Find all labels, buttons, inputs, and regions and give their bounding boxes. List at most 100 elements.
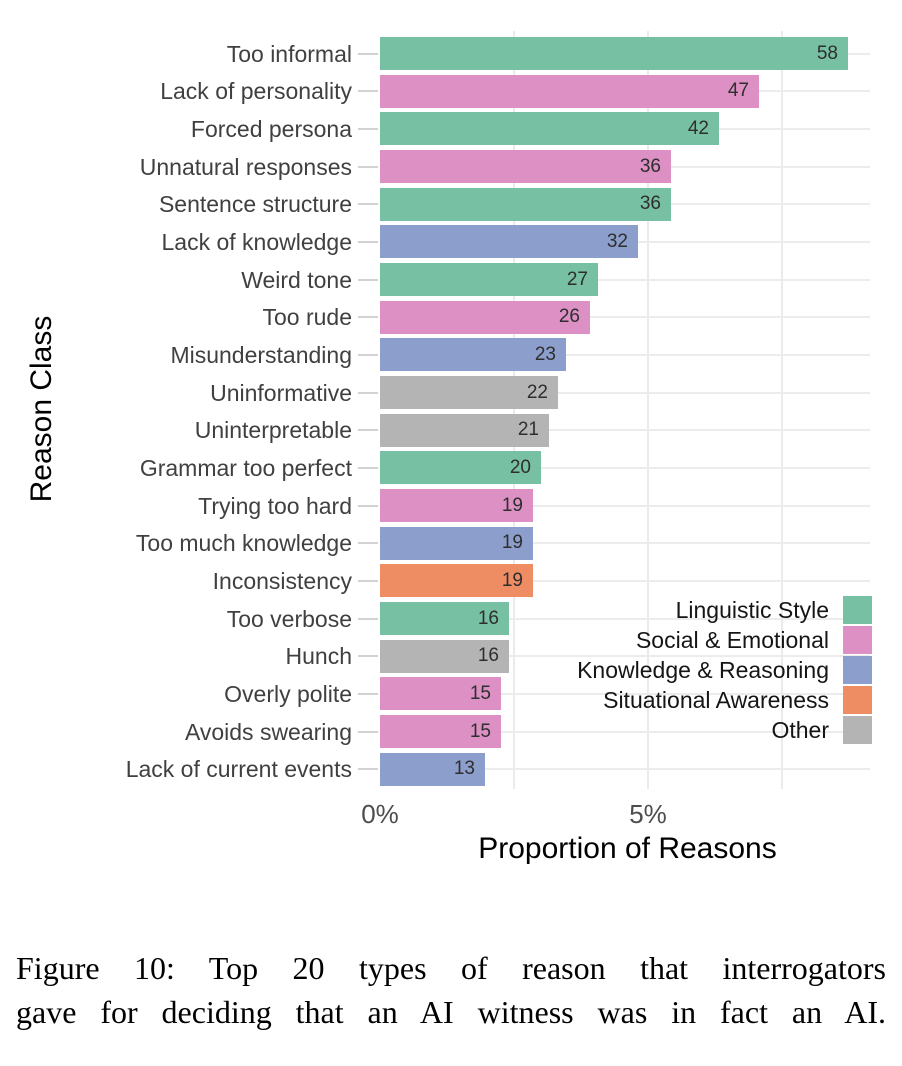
legend-label: Linguistic Style <box>675 597 829 623</box>
y-gridline <box>380 353 870 356</box>
bar <box>380 602 509 636</box>
bar <box>380 37 848 70</box>
y-gridline <box>380 768 870 771</box>
bar-value-label: 42 <box>687 117 709 139</box>
bar <box>380 338 566 372</box>
bar <box>380 376 558 410</box>
bar <box>380 489 533 523</box>
y-axis-tick <box>358 768 378 771</box>
category-label: Forced persona <box>190 115 352 142</box>
y-gridline <box>380 542 870 545</box>
category-label: Lack of current events <box>125 756 352 783</box>
y-axis-tick <box>358 240 378 243</box>
legend-label: Social & Emotional <box>635 627 829 653</box>
legend-swatch <box>843 596 872 624</box>
bar-value-label: 15 <box>469 682 491 704</box>
bar <box>380 225 638 259</box>
category-label: Lack of knowledge <box>161 228 352 255</box>
legend-swatch <box>843 686 872 714</box>
y-axis-tick <box>358 391 378 394</box>
y-axis-tick <box>358 353 378 356</box>
category-label: Overly polite <box>224 680 352 707</box>
bar <box>380 639 509 673</box>
bar-value-label: 16 <box>477 607 499 629</box>
bar <box>380 526 533 560</box>
bar-value-label: 19 <box>501 532 523 554</box>
y-gridline <box>380 617 870 620</box>
bar-value-label: 19 <box>501 569 523 591</box>
category-label: Trying too hard <box>198 492 352 519</box>
y-axis-tick <box>358 617 378 620</box>
legend-swatch <box>843 626 872 654</box>
y-axis-tick <box>358 429 378 432</box>
bar-chart: Reason Class Too informal 58 Lack of perso… <box>25 31 872 865</box>
category-label: Too rude <box>262 304 352 331</box>
bar <box>380 187 671 221</box>
bar <box>380 413 549 447</box>
y-gridline <box>380 316 870 319</box>
bar <box>380 74 759 108</box>
y-axis-tick <box>358 542 378 545</box>
y-axis-tick <box>358 165 378 168</box>
y-axis-tick <box>358 52 378 55</box>
category-label: Hunch <box>285 643 352 670</box>
legend-swatch <box>843 656 872 684</box>
legend-swatch <box>843 716 872 744</box>
bar-value-label: 47 <box>727 80 749 102</box>
bar-value-label: 32 <box>606 230 628 252</box>
category-label: Too informal <box>226 40 352 67</box>
bar <box>380 150 671 183</box>
y-gridline <box>380 504 870 507</box>
y-axis-tick <box>358 466 378 469</box>
bar-value-label: 20 <box>509 456 531 478</box>
y-gridline <box>380 730 870 733</box>
caption-line-2: gave for deciding that an AI witness was… <box>16 994 886 1030</box>
bar-value-label: 13 <box>453 758 475 780</box>
category-label: Misunderstanding <box>170 341 352 368</box>
y-axis-tick <box>358 730 378 733</box>
x-tick-label-0: 0% <box>361 799 399 829</box>
bar <box>380 715 501 749</box>
y-axis-tick <box>358 90 378 93</box>
y-gridline <box>380 391 870 394</box>
y-gridline <box>380 466 870 469</box>
category-label: Too much knowledge <box>135 530 352 557</box>
y-gridline <box>380 692 870 695</box>
category-label: Unnatural responses <box>139 153 352 180</box>
bar-value-label: 58 <box>816 42 838 64</box>
bar-value-label: 27 <box>566 268 588 290</box>
bar-value-label: 21 <box>517 419 539 441</box>
figure-caption: Figure 10: Top 20 types of reason that i… <box>16 946 886 1034</box>
bar <box>380 677 501 711</box>
category-label: Grammar too perfect <box>139 454 352 481</box>
category-label: Weird tone <box>241 266 352 293</box>
bar <box>380 263 598 297</box>
y-gridline <box>380 579 870 582</box>
y-axis-tick <box>358 579 378 582</box>
bar <box>380 564 533 598</box>
x-gridline <box>513 31 515 789</box>
bar-value-label: 36 <box>639 155 661 177</box>
x-tick-label-5: 5% <box>629 799 667 829</box>
bar <box>380 752 485 786</box>
y-gridline <box>380 278 870 281</box>
bar <box>380 451 541 485</box>
category-label: Lack of personality <box>160 78 352 105</box>
legend-label: Knowledge & Reasoning <box>577 657 829 683</box>
bar-value-label: 36 <box>639 193 661 215</box>
legend-label: Other <box>771 717 829 743</box>
x-gridline <box>647 31 649 789</box>
caption-line-1: Figure 10: Top 20 types of reason that i… <box>16 950 886 986</box>
bar-value-label: 19 <box>501 494 523 516</box>
y-gridline <box>380 655 870 658</box>
bar-value-label: 26 <box>558 306 580 328</box>
bar-value-label: 16 <box>477 645 499 667</box>
y-axis-tick <box>358 655 378 658</box>
bar <box>380 300 590 334</box>
y-axis-tick <box>358 692 378 695</box>
category-label: Uninterpretable <box>194 417 352 444</box>
category-label: Too verbose <box>226 605 352 632</box>
y-gridline <box>380 429 870 432</box>
bar-value-label: 23 <box>534 343 556 365</box>
